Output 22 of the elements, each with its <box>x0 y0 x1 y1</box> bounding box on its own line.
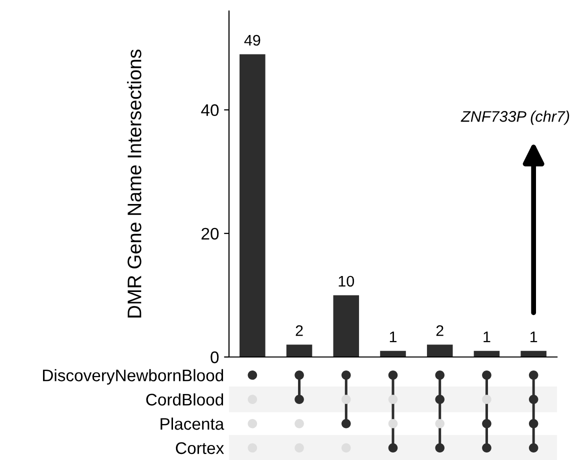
data-label: 1 <box>390 332 397 342</box>
text: CordBlood <box>146 393 224 406</box>
data-label: 10 <box>338 276 354 287</box>
y-tick-label: 0 <box>210 351 219 364</box>
y-tick-label: 40 <box>201 104 219 116</box>
bar <box>520 350 546 357</box>
y-axis-title: DMR Gene Name Intersections <box>127 50 142 318</box>
data-label: 2 <box>296 325 303 336</box>
text: Cortex <box>176 442 224 454</box>
text: DiscoveryNewbornBlood <box>43 369 224 385</box>
annotation: ZNF733P (chr7) <box>460 110 570 125</box>
bar <box>426 344 453 357</box>
data-label: 1 <box>530 332 538 342</box>
bar <box>333 295 360 357</box>
text: Placenta <box>160 418 224 430</box>
bar <box>240 54 266 357</box>
data-label: 49 <box>244 34 260 46</box>
bar <box>286 344 312 357</box>
y-tick-label: 20 <box>202 228 219 240</box>
bar <box>380 350 406 357</box>
data-label: 1 <box>484 332 490 342</box>
data-label: 2 <box>436 325 444 336</box>
